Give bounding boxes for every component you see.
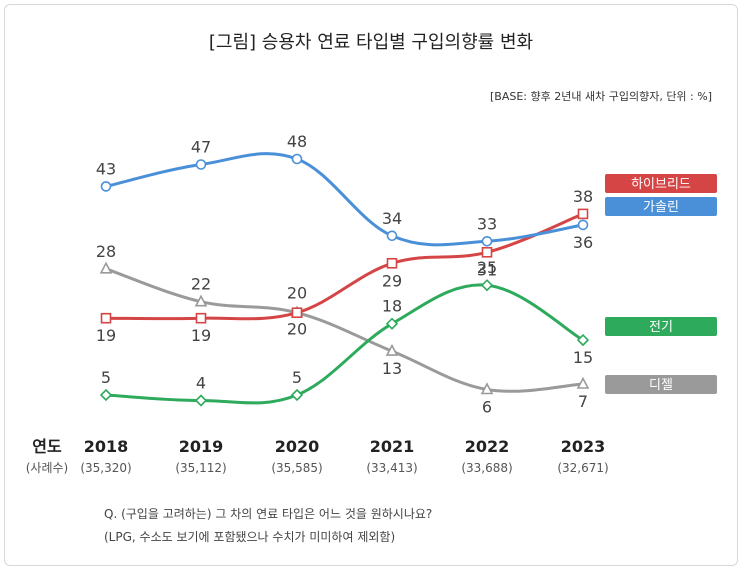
legend-label-3: 디젤 (649, 378, 673, 393)
data-point-2-2019 (195, 312, 207, 324)
data-label-3-2023: 7 (578, 392, 588, 411)
data-label-4-2023: 15 (573, 348, 593, 367)
legend-label-4: 전기 (649, 320, 673, 335)
data-point-4-2022 (480, 279, 494, 292)
series-line-3 (104, 267, 585, 393)
data-label-4-2021: 18 (382, 297, 402, 316)
count-label-2021: (33,413) (366, 461, 417, 475)
data-point-1-2022 (481, 236, 493, 247)
data-point-1-2020 (291, 153, 303, 165)
data-point-4-2020 (290, 388, 304, 402)
legend-swatch-2 (605, 174, 717, 193)
legend-swatch-3 (605, 375, 717, 394)
data-point-2-2023 (577, 208, 589, 220)
data-point-3-2023 (576, 376, 590, 389)
data-label-3-2018: 28 (96, 242, 116, 261)
x-tick-2020: 2020 (275, 437, 320, 456)
data-point-2-2020 (291, 307, 303, 319)
series-line-4 (104, 283, 585, 405)
data-label-2-2020: 20 (287, 284, 307, 303)
x-tick-2022: 2022 (465, 437, 510, 456)
count-label-2019: (35,112) (175, 461, 226, 475)
data-point-1-2021 (386, 230, 398, 242)
data-label-4-2022: 25 (477, 258, 497, 277)
data-label-2-2018: 19 (96, 326, 116, 345)
data-point-1-2018 (100, 181, 112, 192)
data-point-4-2018 (99, 388, 113, 402)
chart-title: [그림] 승용차 연료 타입별 구입의향률 변화 (209, 32, 533, 53)
data-label-3-2022: 6 (482, 398, 492, 417)
x-tick-2023: 2023 (561, 437, 606, 456)
legend-label-2: 하이브리드 (631, 177, 691, 192)
x-tick-2021: 2021 (370, 437, 415, 456)
data-point-3-2018 (99, 261, 113, 274)
legend-swatch-1 (605, 197, 717, 216)
data-point-2-2021 (386, 257, 398, 269)
data-label-1-2021: 34 (382, 209, 402, 228)
data-label-1-2023: 36 (573, 233, 593, 252)
data-label-4-2020: 5 (292, 368, 302, 387)
chart-frame (4, 4, 738, 566)
data-point-4-2019 (194, 394, 208, 407)
x-axis-header: 연도 (32, 437, 62, 456)
count-label-2018: (35,320) (80, 461, 131, 475)
data-label-3-2019: 22 (191, 275, 211, 294)
data-label-4-2018: 5 (101, 368, 111, 387)
data-label-1-2019: 47 (191, 138, 211, 157)
data-label-2-2019: 19 (191, 326, 211, 345)
question-note: Q. (구입을 고려하는) 그 차의 연료 타입은 어느 것을 원하시나요? (104, 507, 432, 521)
x-tick-2018: 2018 (84, 437, 129, 456)
legend-swatch-4 (605, 317, 717, 336)
data-point-4-2023 (576, 333, 590, 347)
data-label-2-2021: 29 (382, 271, 402, 290)
count-label-2020: (35,585) (271, 461, 322, 475)
legend-label-1: 가솔린 (643, 200, 679, 215)
data-label-3-2021: 13 (382, 359, 402, 378)
data-label-1-2020: 48 (287, 132, 307, 151)
count-label-2022: (33,688) (461, 461, 512, 475)
data-point-2-2018 (100, 312, 112, 324)
x-tick-2019: 2019 (179, 437, 224, 456)
count-label-2023: (32,671) (557, 461, 608, 475)
series-line-1 (104, 152, 585, 247)
data-label-4-2019: 4 (196, 374, 206, 393)
series-line-2 (104, 212, 585, 321)
data-label-2-2023: 38 (573, 187, 593, 206)
data-point-3-2021 (385, 343, 399, 356)
data-label-1-2018: 43 (96, 159, 116, 178)
exclusion-note: (LPG, 수소도 보기에 포함됐으나 수치가 미미하여 제외함) (104, 530, 395, 544)
data-point-2-2022 (481, 247, 493, 258)
data-point-1-2019 (195, 159, 207, 170)
base-note: [BASE: 향후 2년내 새차 구입의향자, 단위 : %] (490, 90, 712, 103)
count-header: (사례수) (26, 461, 68, 475)
data-point-1-2023 (577, 219, 589, 231)
data-point-3-2022 (480, 382, 494, 395)
data-label-2-2022: 31 (477, 260, 497, 279)
data-point-4-2021 (385, 317, 399, 330)
data-label-3-2020: 20 (287, 320, 307, 339)
data-label-1-2022: 33 (477, 214, 497, 233)
data-point-3-2019 (194, 294, 208, 307)
